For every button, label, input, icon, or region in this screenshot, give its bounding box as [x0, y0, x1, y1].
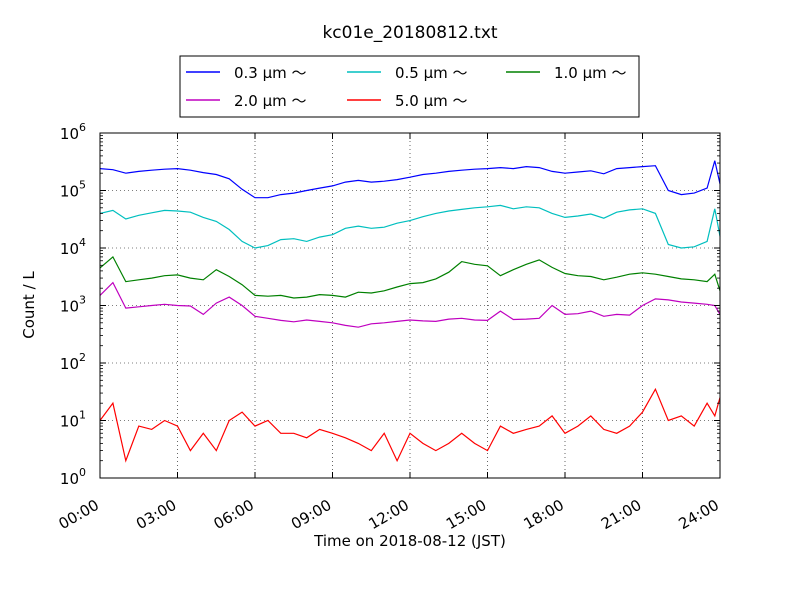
series-line-5	[99, 387, 721, 463]
x-axis: 00:00 03:00 06:00 09:00 12:00 15:00 18:00 21:00…	[56, 133, 722, 533]
legend-label: 0.3 μm ～	[234, 64, 307, 82]
x-axis-label: Time on 2018-08-12 (JST)	[313, 532, 506, 550]
y-tick-label: 105	[60, 179, 86, 201]
x-tick-label: 06:00	[211, 496, 257, 533]
y-tick-label: 103	[60, 294, 86, 316]
y-tick-label: 104	[60, 236, 86, 258]
x-tick-label: 09:00	[288, 496, 334, 533]
legend-label: 1.0 μm ～	[554, 64, 627, 82]
legend-label: 0.5 μm ～	[395, 64, 468, 82]
y-tick-label: 106	[60, 121, 86, 143]
x-tick-label: 03:00	[133, 496, 179, 533]
series-line-1	[99, 160, 721, 199]
series-line-4	[99, 281, 721, 328]
x-tick-label: 21:00	[598, 496, 644, 533]
y-tick-label: 101	[60, 409, 86, 431]
legend-label: 2.0 μm ～	[234, 92, 307, 110]
series-line-2	[99, 204, 721, 249]
x-tick-label: 00:00	[56, 496, 102, 533]
legend: 0.3 μm ～ 0.5 μm ～ 1.0 μm ～ 2.0 μm ～ 5.0 μm ～	[179, 55, 640, 118]
y-tick-label: 102	[60, 351, 86, 373]
y-axis-label: Count / L	[20, 271, 38, 339]
legend-label: 5.0 μm ～	[395, 92, 468, 110]
x-tick-label: 24:00	[676, 496, 722, 533]
legend-frame	[179, 55, 640, 118]
x-tick-label: 15:00	[443, 496, 489, 533]
grid	[100, 133, 720, 478]
x-tick-label: 18:00	[521, 496, 567, 533]
y-tick-label: 100	[60, 466, 86, 488]
chart-title: kc01e_20180812.txt	[322, 23, 497, 43]
series-group	[99, 160, 721, 463]
series-line-3	[99, 255, 721, 299]
x-tick-label: 12:00	[366, 496, 412, 533]
